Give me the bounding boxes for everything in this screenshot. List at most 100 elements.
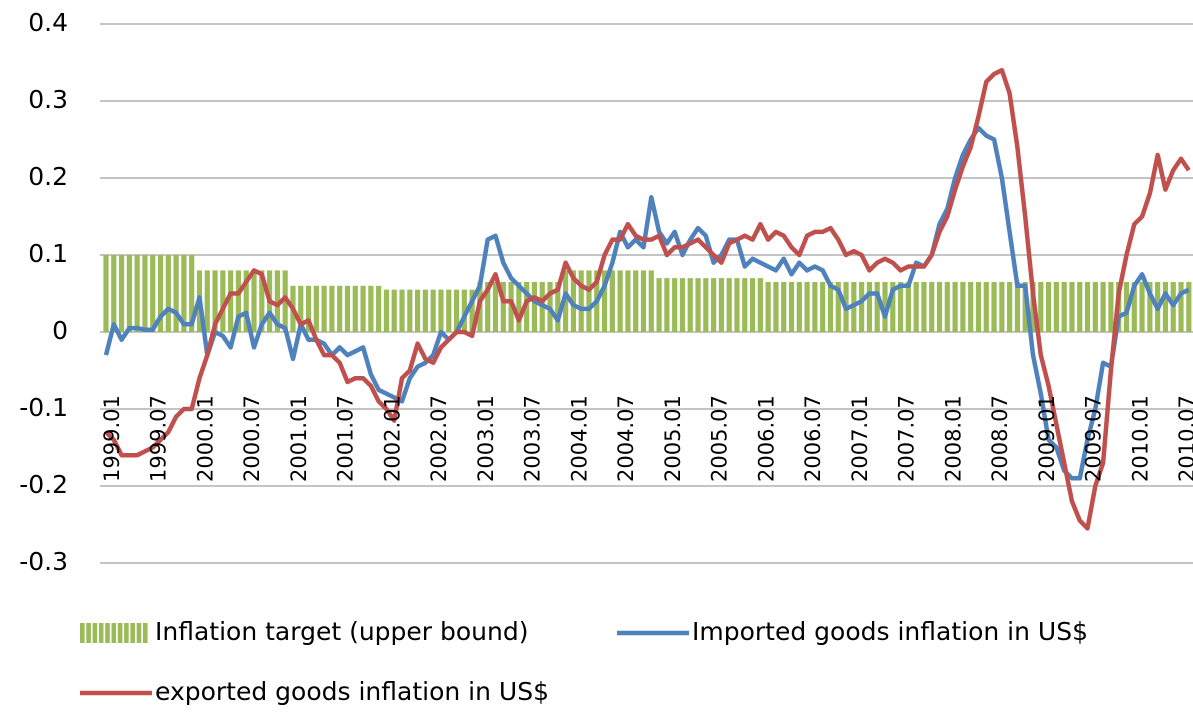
x-tick-label: 2003.01 — [474, 395, 498, 482]
bar — [827, 281, 834, 332]
y-tick-label: 0 — [52, 316, 68, 345]
bar — [157, 255, 164, 332]
x-tick-label: 2008.07 — [988, 395, 1012, 482]
x-tick-label: 2002.01 — [380, 395, 404, 482]
bar — [134, 255, 140, 332]
bar — [656, 278, 662, 332]
bar — [734, 278, 740, 332]
bar — [617, 270, 623, 332]
bar — [952, 281, 958, 332]
bar — [118, 255, 125, 332]
x-tick-label: 2010.07 — [1175, 395, 1193, 482]
bar — [711, 278, 717, 332]
bar — [749, 278, 756, 332]
bar — [687, 278, 693, 332]
x-tick-label: 2007.07 — [895, 395, 919, 482]
x-tick-label: 2009.07 — [1082, 395, 1106, 482]
bar — [765, 281, 771, 332]
bar — [1147, 281, 1153, 332]
bar — [897, 281, 904, 332]
x-tick-label: 2005.07 — [708, 395, 732, 482]
bar — [173, 255, 179, 332]
x-tick-label: 2002.07 — [427, 395, 451, 482]
bar — [1022, 281, 1028, 332]
bar — [726, 278, 732, 332]
bar — [500, 281, 506, 332]
bar — [181, 255, 187, 332]
bar — [601, 270, 608, 332]
bar — [391, 289, 397, 332]
bar — [672, 278, 678, 332]
bar — [516, 281, 522, 332]
bar — [882, 281, 888, 332]
bar — [126, 255, 132, 332]
legend-label: Inflation target (upper bound) — [155, 617, 529, 646]
legend-swatch — [136, 623, 142, 643]
y-tick-label: -0.3 — [19, 547, 68, 576]
bar — [936, 281, 943, 332]
x-tick-label: 2009.01 — [1035, 395, 1059, 482]
bar — [469, 289, 475, 332]
bar — [1038, 281, 1044, 332]
bar — [633, 270, 639, 332]
bar — [835, 281, 841, 332]
x-tick-label: 2010.01 — [1128, 395, 1152, 482]
bar — [905, 281, 911, 332]
bar — [609, 270, 615, 332]
y-tick-label: 0.1 — [28, 239, 68, 268]
bar — [983, 281, 989, 332]
bar — [274, 270, 280, 332]
legend-label: Imported goods inflation in US$ — [692, 617, 1088, 646]
bar — [679, 278, 686, 332]
bar — [407, 289, 413, 332]
bar — [640, 270, 647, 332]
x-tick-label: 2006.01 — [754, 395, 778, 482]
bar — [1100, 281, 1106, 332]
x-tick-label: 2001.01 — [287, 395, 311, 482]
y-tick-label: -0.2 — [19, 470, 68, 499]
legend-swatch — [80, 623, 85, 643]
bar — [1069, 281, 1075, 332]
bar — [859, 281, 865, 332]
legend-swatch — [130, 623, 135, 643]
y-tick-label: 0.2 — [28, 162, 68, 191]
x-tick-label: 2004.01 — [567, 395, 591, 482]
x-tick-label: 2007.01 — [848, 395, 872, 482]
bar — [1178, 281, 1184, 332]
bar — [991, 281, 997, 332]
legend-swatch — [117, 623, 123, 643]
x-tick-label: 1999.01 — [100, 395, 124, 482]
bar — [804, 281, 810, 332]
bar — [866, 281, 873, 332]
bar — [796, 281, 802, 332]
bar — [625, 270, 631, 332]
x-tick-label: 2000.07 — [240, 395, 264, 482]
line — [104, 67, 1191, 531]
bar — [812, 281, 818, 332]
bar — [929, 281, 935, 332]
bar — [664, 278, 670, 332]
legend-swatch — [143, 623, 148, 643]
y-tick-label: 0.3 — [28, 85, 68, 114]
bar — [1108, 281, 1114, 332]
bar — [321, 285, 327, 332]
bar — [1053, 281, 1059, 332]
bar — [944, 281, 950, 332]
bar — [531, 281, 538, 332]
bar — [1084, 281, 1091, 332]
bar — [344, 285, 351, 332]
bar — [648, 270, 654, 332]
bar — [578, 270, 584, 332]
bar — [376, 285, 382, 332]
bar — [368, 285, 374, 332]
bar — [913, 281, 919, 332]
bar — [430, 289, 436, 332]
bar — [111, 255, 117, 332]
x-tick-label: 2000.01 — [193, 395, 217, 482]
bar — [204, 270, 210, 332]
bar — [555, 281, 561, 332]
bar — [968, 281, 974, 332]
bar — [313, 285, 319, 332]
bar — [251, 270, 257, 332]
bar — [383, 289, 390, 332]
